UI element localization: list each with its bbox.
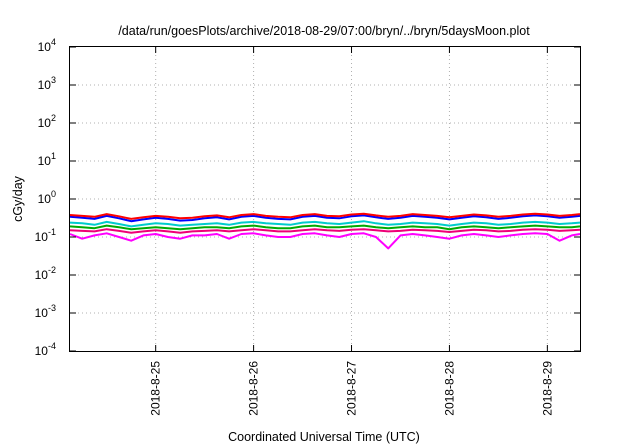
y-tick-label: 103 xyxy=(38,75,56,92)
series-line xyxy=(69,228,581,234)
y-tick-label: 101 xyxy=(38,151,56,168)
series-layer xyxy=(69,212,581,250)
x-axis: 2018-8-25 2018-8-26 2018-8-27 2018-8-28 2018… xyxy=(149,47,554,416)
plot-frame xyxy=(69,46,581,352)
y-tick-label: 102 xyxy=(38,113,56,130)
y-axis-label: cGy/day xyxy=(11,175,25,222)
x-tick-label: 2018-8-28 xyxy=(442,361,456,416)
y-axis: 10-4 10-3 10-2 10-1 100 101 102 103 104 xyxy=(35,37,580,358)
y-tick-label: 10-1 xyxy=(35,227,56,244)
series-line xyxy=(69,224,581,231)
grid xyxy=(70,47,580,351)
series-line xyxy=(69,220,581,228)
x-tick-label: 2018-8-26 xyxy=(247,361,261,416)
x-tick-label: 2018-8-25 xyxy=(149,361,163,416)
x-tick-label: 2018-8-29 xyxy=(540,361,554,416)
series-line xyxy=(69,214,581,223)
x-axis-label: Coordinated Universal Time (UTC) xyxy=(228,430,420,444)
x-tick-label: 2018-8-27 xyxy=(345,361,359,416)
y-tick-label: 100 xyxy=(38,189,56,206)
series-line xyxy=(69,212,581,220)
series-line xyxy=(69,232,581,250)
y-tick-label: 10-4 xyxy=(35,341,56,358)
y-tick-label: 10-3 xyxy=(35,303,56,320)
chart-title: /data/run/goesPlots/archive/2018-08-29/0… xyxy=(118,24,530,38)
y-tick-label: 10-2 xyxy=(35,265,56,282)
y-tick-label: 104 xyxy=(38,37,56,54)
